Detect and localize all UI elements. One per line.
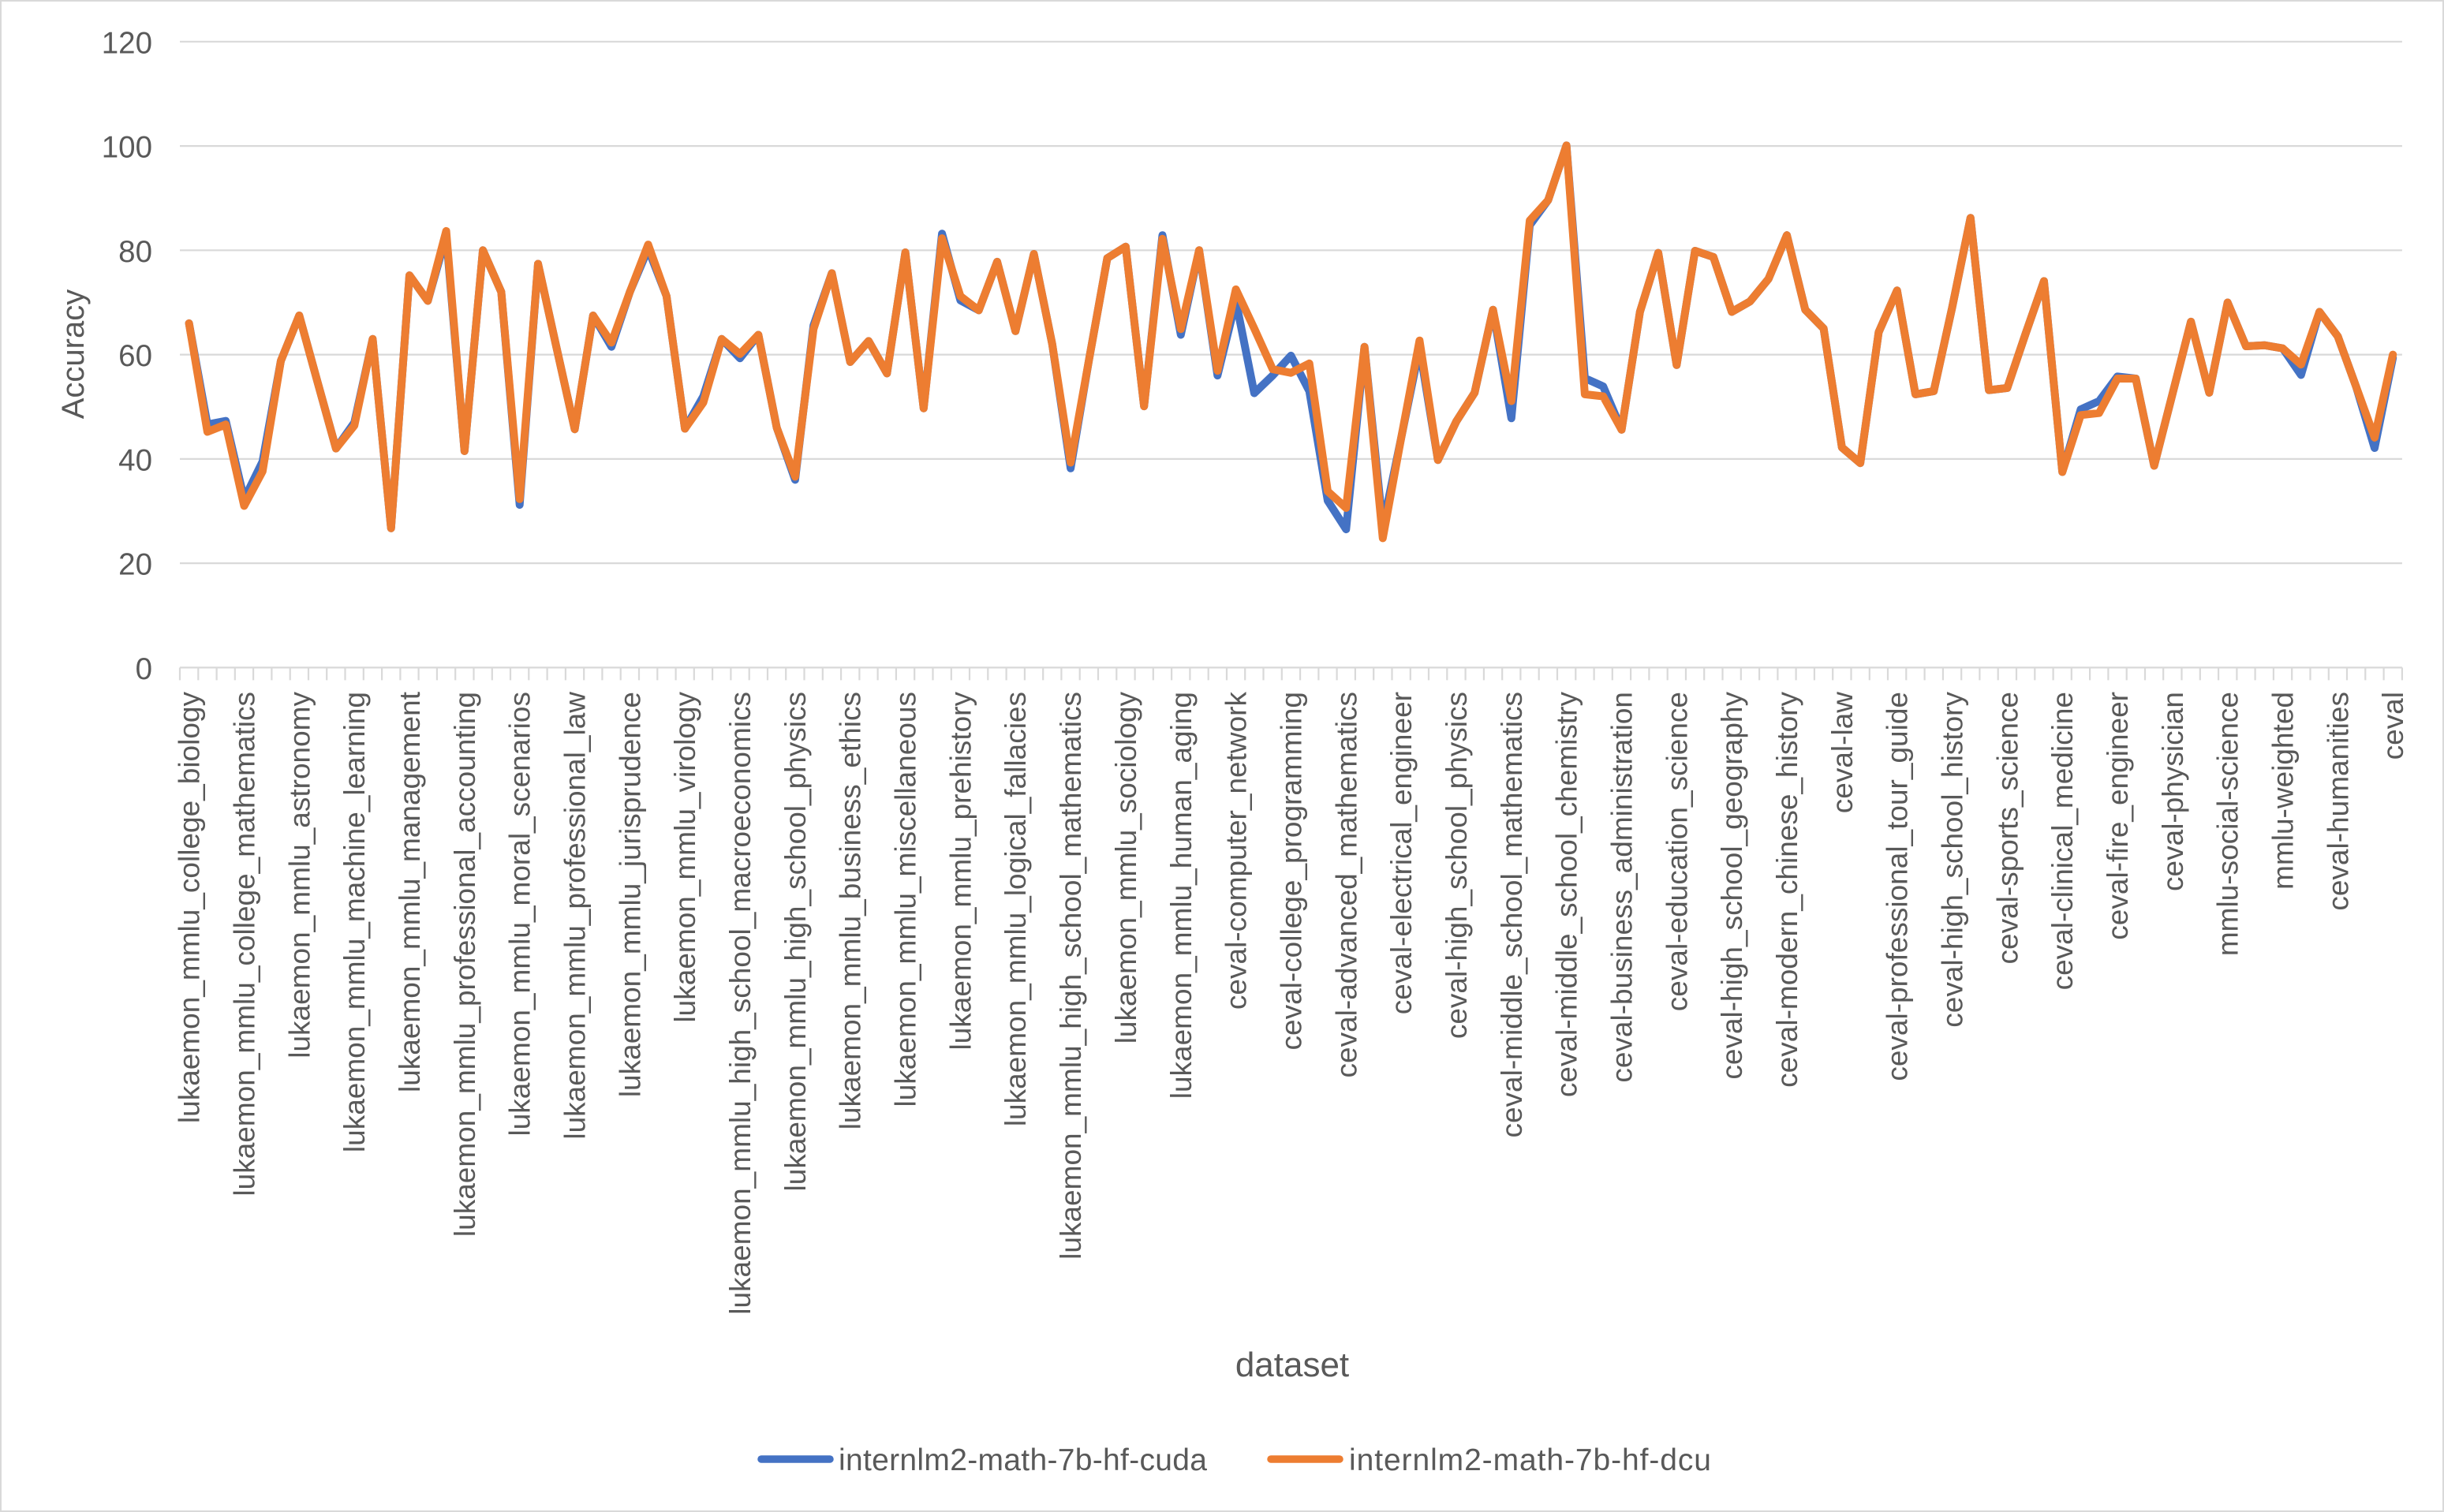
svg-text:ceval-clinical_medicine: ceval-clinical_medicine [2046,692,2079,990]
svg-text:ceval-humanities: ceval-humanities [2322,692,2354,911]
svg-text:40: 40 [118,443,152,477]
svg-text:lukaemon_mmlu_high_school_phys: lukaemon_mmlu_high_school_physics [779,692,812,1191]
svg-text:lukaemon_mmlu_prehistory: lukaemon_mmlu_prehistory [944,692,977,1051]
svg-text:lukaemon_mmlu_professional_law: lukaemon_mmlu_professional_law [559,692,592,1140]
svg-text:ceval-sports_science: ceval-sports_science [1991,692,2024,964]
svg-text:ceval-business_administration: ceval-business_administration [1606,692,1639,1083]
svg-text:lukaemon_mmlu_astronomy: lukaemon_mmlu_astronomy [283,692,316,1058]
svg-text:60: 60 [118,339,152,373]
svg-text:ceval-electrical_engineer: ceval-electrical_engineer [1385,692,1418,1014]
svg-text:ceval-professional_tour_guide: ceval-professional_tour_guide [1882,692,1914,1081]
svg-text:lukaemon_mmlu_machine_learning: lukaemon_mmlu_machine_learning [338,692,371,1152]
svg-text:mmlu-weighted: mmlu-weighted [2267,692,2300,890]
svg-text:ceval-education_science: ceval-education_science [1661,692,1693,1011]
svg-text:lukaemon_mmlu_college_mathemat: lukaemon_mmlu_college_mathematics [229,692,261,1197]
svg-text:lukaemon_mmlu_high_school_macr: lukaemon_mmlu_high_school_macroeconomics [724,692,757,1315]
svg-text:lukaemon_mmlu_moral_scenarios: lukaemon_mmlu_moral_scenarios [504,692,536,1136]
svg-text:100: 100 [102,131,152,165]
svg-text:internlm2-math-7b-hf-cuda: internlm2-math-7b-hf-cuda [839,1443,1207,1477]
svg-text:ceval: ceval [2377,692,2409,760]
svg-text:lukaemon_mmlu_sociology: lukaemon_mmlu_sociology [1110,692,1142,1044]
svg-text:ceval-advanced_mathematics: ceval-advanced_mathematics [1330,692,1362,1077]
svg-text:ceval-middle_school_chemistry: ceval-middle_school_chemistry [1551,692,1583,1098]
svg-text:lukaemon_mmlu_jurisprudence: lukaemon_mmlu_jurisprudence [614,692,646,1097]
svg-text:lukaemon_mmlu_management: lukaemon_mmlu_management [394,691,426,1092]
svg-text:ceval-high_school_geography: ceval-high_school_geography [1716,692,1748,1080]
svg-text:lukaemon_mmlu_miscellaneous: lukaemon_mmlu_miscellaneous [890,692,922,1107]
svg-text:80: 80 [118,235,152,269]
svg-text:Accuracy: Accuracy [56,289,91,420]
svg-text:lukaemon_mmlu_human_aging: lukaemon_mmlu_human_aging [1165,692,1198,1099]
svg-text:internlm2-math-7b-hf-dcu: internlm2-math-7b-hf-dcu [1349,1443,1711,1477]
svg-text:ceval-modern_chinese_history: ceval-modern_chinese_history [1771,692,1803,1088]
svg-text:ceval-middle_school_mathematic: ceval-middle_school_mathematics [1496,692,1528,1138]
svg-text:ceval-physician: ceval-physician [2157,692,2189,891]
svg-text:lukaemon_mmlu_college_biology: lukaemon_mmlu_college_biology [174,692,206,1124]
svg-text:dataset: dataset [1235,1346,1349,1384]
svg-text:20: 20 [118,548,152,582]
svg-text:mmlu-social-science: mmlu-social-science [2212,692,2244,956]
svg-text:ceval-fire_engineer: ceval-fire_engineer [2102,692,2134,940]
svg-text:lukaemon_mmlu_business_ethics: lukaemon_mmlu_business_ethics [835,692,867,1129]
svg-text:0: 0 [136,652,152,686]
svg-text:ceval-law: ceval-law [1826,692,1859,813]
svg-text:lukaemon_mmlu_logical_fallacie: lukaemon_mmlu_logical_fallacies [1000,692,1032,1126]
svg-text:lukaemon_mmlu_high_school_math: lukaemon_mmlu_high_school_mathematics [1055,692,1087,1260]
svg-text:ceval-high_school_physics: ceval-high_school_physics [1441,692,1473,1039]
svg-text:lukaemon_mmlu_virology: lukaemon_mmlu_virology [669,692,701,1023]
svg-text:ceval-computer_network: ceval-computer_network [1220,692,1253,1010]
svg-text:120: 120 [102,26,152,60]
svg-text:ceval-high_school_history: ceval-high_school_history [1937,692,1969,1028]
svg-text:lukaemon_mmlu_professional_acc: lukaemon_mmlu_professional_accounting [449,692,481,1237]
svg-text:ceval-college_programming: ceval-college_programming [1275,692,1307,1051]
